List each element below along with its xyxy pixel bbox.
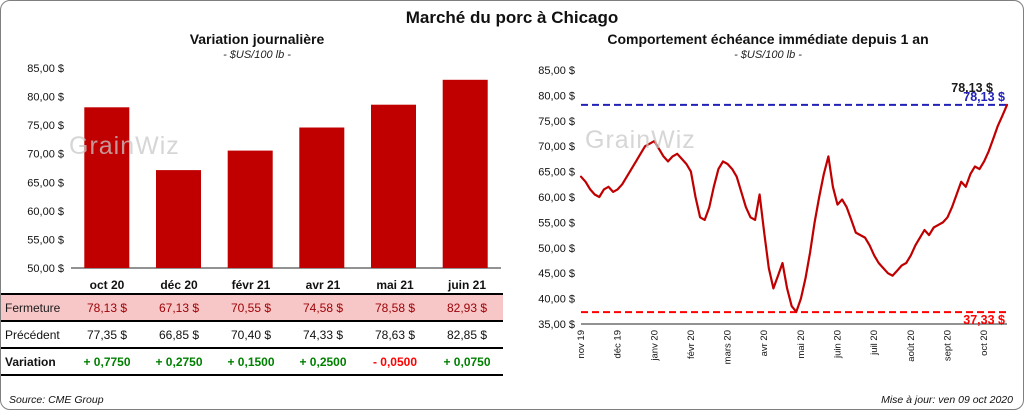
row-label: Fermeture (5, 300, 61, 315)
table-cell: 74,33 $ (302, 327, 344, 342)
max-value-label-shadow: 78,13 $ (951, 81, 993, 95)
bar (227, 150, 273, 268)
bar (156, 170, 201, 268)
bar-chart-subtitle: - $US/100 lb - (223, 49, 291, 61)
y-tick-label: 85,00 $ (538, 65, 575, 77)
price-table: oct 20 déc 20 févr 21 avr 21 mai 21 juin 21 Fe… (1, 276, 503, 376)
column-header: mai 21 (376, 277, 414, 292)
x-tick-label: oct 20 (979, 330, 990, 356)
y-tick-label: 45,00 $ (538, 268, 575, 280)
price-line-series (579, 103, 1009, 313)
table-cell: 70,40 $ (230, 327, 272, 342)
chart-panels: Variation journalière - $US/100 lb - 85,… (1, 30, 1023, 392)
y-tick-label: 75,00 $ (27, 120, 64, 132)
source-note: Source: CME Group (9, 394, 104, 406)
table-row-fermeture: Fermeture 78,13 $ 67,13 $ 70,55 $ 74,58 $ 78,… (1, 295, 503, 322)
y-tick-label: 65,00 $ (538, 167, 575, 179)
bar (442, 79, 488, 268)
table-cell: 67,13 $ (158, 300, 200, 315)
row-label: Variation (5, 354, 56, 369)
x-tick-label: févr 20 (686, 330, 697, 359)
y-tick-label: 80,00 $ (27, 92, 64, 104)
table-row-variation: Variation + 0,7750 + 0,2750 + 0,1500 + 0,250… (1, 349, 503, 376)
page-title: Marché du porc à Chicago (405, 8, 619, 27)
y-tick-label: 85,00 $ (27, 63, 64, 75)
y-tick-label: 50,00 $ (538, 243, 575, 255)
y-tick-label: 50,00 $ (27, 263, 64, 274)
x-tick-label: janv 20 (649, 330, 660, 362)
line-chart-panel: Comportement échéance immédiate depuis 1… (513, 30, 1023, 392)
table-cell: 78,13 $ (86, 300, 128, 315)
line-chart: 85,00 $ 80,00 $ 75,00 $ 70,00 $ 65,00 $ 60,00… (538, 65, 1009, 364)
x-tick-label: mai 20 (796, 330, 807, 359)
row-label: Précédent (5, 327, 60, 342)
y-tick-label: 65,00 $ (27, 177, 64, 189)
y-tick-label: 55,00 $ (538, 217, 575, 229)
x-tick-label: juin 20 (833, 330, 844, 359)
bar-chart: 85,00 $ 80,00 $ 75,00 $ 70,00 $ 65,00 $ 60,00… (27, 63, 501, 274)
table-cell: 66,85 $ (158, 327, 200, 342)
y-tick-label: 55,00 $ (27, 234, 64, 246)
table-cell: 78,58 $ (374, 300, 416, 315)
line-chart-title: Comportement échéance immédiate depuis 1… (607, 31, 929, 47)
update-note: Mise à jour: ven 09 oct 2020 (881, 394, 1013, 406)
table-cell: 77,35 $ (86, 327, 128, 342)
table-row-precedent: Précédent 77,35 $ 66,85 $ 70,40 $ 74,33 $ 78,… (1, 322, 503, 349)
column-header: oct 20 (89, 277, 125, 292)
x-tick-label: mars 20 (723, 330, 734, 364)
table-cell: - 0,0500 (372, 354, 418, 369)
bar (84, 107, 130, 268)
min-value-label: 37,33 $ (963, 313, 1005, 327)
table-cell: + 0,7750 (83, 354, 131, 369)
y-tick-label: 60,00 $ (27, 206, 64, 218)
max-value-label: 78,13 $ (963, 90, 1005, 104)
table-header-row: oct 20 déc 20 févr 21 avr 21 mai 21 juin 21 (1, 276, 503, 295)
table-cell: 82,85 $ (446, 327, 488, 342)
column-header: févr 21 (231, 277, 271, 292)
table-cell: + 0,2750 (155, 354, 203, 369)
x-tick-label: avr 20 (759, 330, 770, 356)
bar-chart-panel: Variation journalière - $US/100 lb - 85,… (1, 30, 513, 392)
y-tick-label: 35,00 $ (538, 319, 575, 331)
table-cell: 78,63 $ (374, 327, 416, 342)
table-cell: + 0,0750 (443, 354, 491, 369)
x-tick-label: sept 20 (943, 330, 954, 361)
table-cell: 70,55 $ (230, 300, 272, 315)
y-tick-label: 70,00 $ (538, 141, 575, 153)
column-header: avr 21 (305, 277, 341, 292)
x-tick-label: août 20 (906, 330, 917, 362)
y-tick-label: 80,00 $ (538, 90, 575, 102)
table-cell: 82,93 $ (446, 300, 488, 315)
column-header: déc 20 (160, 277, 198, 292)
y-tick-label: 40,00 $ (538, 294, 575, 306)
y-tick-label: 75,00 $ (538, 116, 575, 128)
y-tick-label: 60,00 $ (538, 192, 575, 204)
table-cell: 74,58 $ (302, 300, 344, 315)
table-cell: + 0,2500 (299, 354, 347, 369)
x-tick-label: juil 20 (869, 330, 880, 356)
x-tick-label: nov 19 (576, 330, 587, 359)
y-tick-label: 70,00 $ (27, 149, 64, 161)
bar (371, 104, 416, 268)
x-tick-label: déc 19 (613, 330, 624, 359)
bar (299, 127, 345, 268)
line-chart-subtitle: - $US/100 lb - (734, 49, 802, 61)
table-cell: + 0,1500 (227, 354, 275, 369)
column-header: juin 21 (447, 277, 486, 292)
bar-chart-title: Variation journalière (189, 31, 325, 47)
